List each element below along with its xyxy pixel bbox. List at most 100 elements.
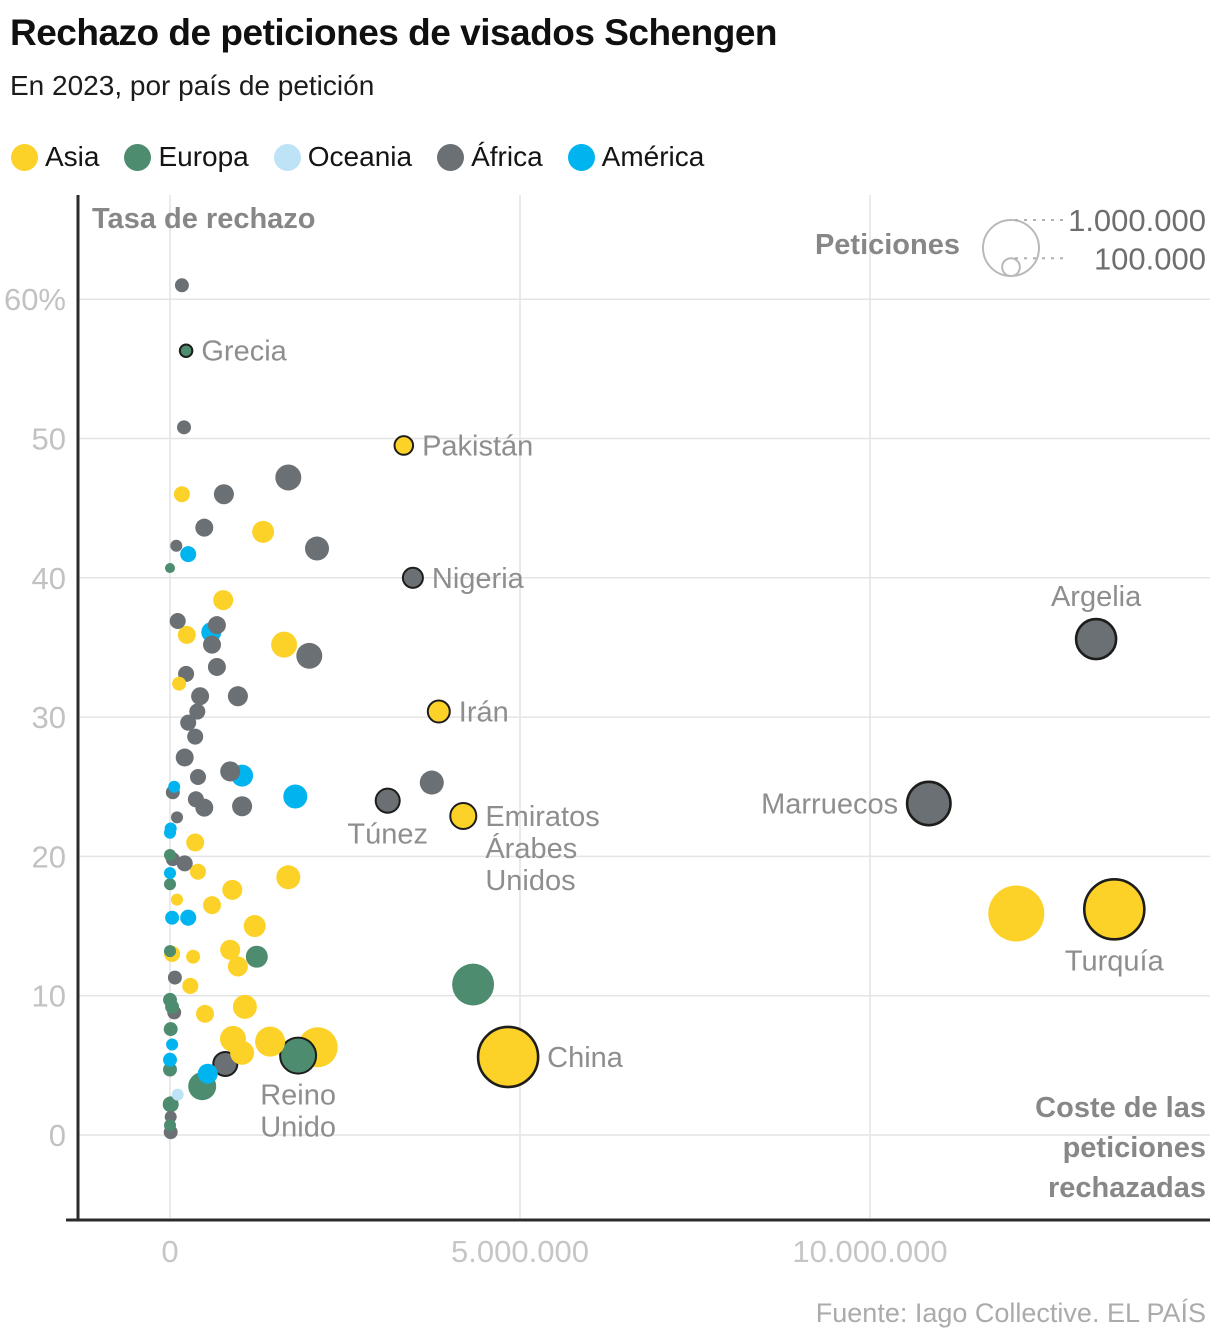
bubble-áfrica[interactable] [296,642,323,669]
bubble-áfrica[interactable] [167,970,182,985]
point-label-emiratos-árabes-unidos: Unidos [485,865,575,897]
y-tick-label: 50 [32,422,66,457]
point-label-emiratos-árabes-unidos: Emiratos [485,801,599,833]
y-tick-label: 40 [32,561,66,596]
bubble-asia[interactable] [172,676,187,691]
bubble-áfrica[interactable] [220,761,241,782]
bubble-asia[interactable] [252,520,275,543]
bubble-asia[interactable] [189,863,207,880]
bubble-asia[interactable] [186,949,201,964]
bubble-américa[interactable] [197,1063,218,1084]
y-tick-label: 20 [32,839,66,874]
bubble-áfrica[interactable] [180,714,197,731]
bubble-américa[interactable] [180,909,197,926]
bubble-áfrica[interactable] [175,748,194,767]
bubble-áfrica[interactable] [275,464,302,491]
bubble-europa[interactable] [163,1062,177,1077]
point-label-argelia: Argelia [1051,581,1142,613]
bubble-américa[interactable] [283,784,308,809]
bubble-áfrica[interactable] [170,811,184,824]
legend-label-asia: Asia [45,141,100,172]
bubble-europa[interactable] [245,945,268,968]
bubble-américa[interactable] [180,546,197,563]
bubble-áfrica[interactable] [170,539,183,552]
bubble-asia[interactable] [988,885,1045,942]
bubble-asia[interactable] [232,994,257,1019]
bubble-áfrica[interactable] [213,484,234,505]
point-label-pakistán: Pakistán [422,430,533,462]
legend-item-oceania: Oceania [273,141,412,173]
bubble-china[interactable] [476,1025,540,1089]
bubble-américa[interactable] [166,1038,179,1051]
bubble-asia[interactable] [271,631,298,658]
bubble-américa[interactable] [168,780,181,793]
bubble-grecia[interactable] [178,343,194,359]
bubble-europa[interactable] [163,849,177,862]
x-axis-title: rechazadas [1048,1172,1206,1204]
bubble-asia[interactable] [177,625,196,644]
bubble-asia[interactable] [182,977,199,994]
page-title: Rechazo de peticiones de visados Schenge… [10,12,778,53]
bubble-áfrica[interactable] [187,728,204,745]
bubble-emiratos-árabes-unidos[interactable] [449,801,478,831]
bubble-áfrica[interactable] [195,518,214,537]
bubble-asia[interactable] [227,956,248,977]
bubble-áfrica[interactable] [304,536,330,561]
bubble-europa[interactable] [164,563,176,574]
bubble-túnez[interactable] [374,787,401,814]
bubble-europa[interactable] [163,1022,178,1037]
bubble-asia[interactable] [186,833,205,852]
bubble-oceania[interactable] [171,1088,184,1101]
bubble-asia[interactable] [196,1004,214,1023]
page-subtitle: En 2023, por país de petición [10,70,375,101]
bubble-américa[interactable] [163,867,177,880]
x-axis-title: Coste de las [1035,1092,1206,1124]
y-tick-label: 60% [4,282,66,317]
bubble-áfrica[interactable] [419,770,444,795]
bubble-asia[interactable] [243,915,266,938]
bubble-asia[interactable] [255,1026,286,1057]
bubble-argelia[interactable] [1074,617,1118,661]
bubble-europa[interactable] [163,945,177,958]
bubble-áfrica[interactable] [169,612,186,630]
bubble-europa[interactable] [163,878,177,891]
bubble-áfrica[interactable] [174,278,189,293]
bubble-áfrica[interactable] [207,616,226,635]
legend-label-europa: Europa [158,141,249,172]
bubble-europa[interactable] [452,963,495,1006]
bubble-áfrica[interactable] [203,635,221,654]
bubble-asia[interactable] [230,1040,255,1065]
bubble-asia[interactable] [276,865,301,890]
bubble-pakistán[interactable] [393,435,415,456]
bubble-asia[interactable] [213,590,234,611]
legend-label-africa: África [471,141,543,172]
bubble-asia[interactable] [222,879,243,900]
bubble-áfrica[interactable] [189,768,207,786]
bubble-asia[interactable] [173,486,190,503]
bubble-áfrica[interactable] [176,855,193,872]
bubble-asia[interactable] [220,939,241,960]
bubble-asia[interactable] [203,896,221,915]
legend-label-america: América [601,141,705,172]
bubble-europa[interactable] [162,1096,179,1113]
legend-swatch-asia-icon [11,143,38,171]
bubble-turquía[interactable] [1082,878,1146,941]
bubble-marruecos[interactable] [905,780,952,827]
bubble-reino-unido[interactable] [279,1036,318,1075]
bubble-nigeria[interactable] [401,566,424,589]
bubble-europa[interactable] [165,999,180,1014]
bubble-áfrica[interactable] [227,686,248,707]
bubble-áfrica[interactable] [177,420,191,435]
bubble-áfrica[interactable] [232,796,253,817]
bubble-áfrica[interactable] [207,657,226,676]
bubble-áfrica[interactable] [187,791,204,808]
bubble-américa[interactable] [163,1052,177,1067]
bubble-américa[interactable] [163,826,177,839]
bubble-áfrica[interactable] [191,687,210,706]
bubble-áfrica[interactable] [189,703,206,720]
bubble-irán[interactable] [426,699,451,724]
bubble-américa[interactable] [165,910,180,925]
legend-item-africa: África [437,141,543,173]
bubble-asia[interactable] [170,893,184,906]
bubble-europa[interactable] [163,1119,177,1132]
